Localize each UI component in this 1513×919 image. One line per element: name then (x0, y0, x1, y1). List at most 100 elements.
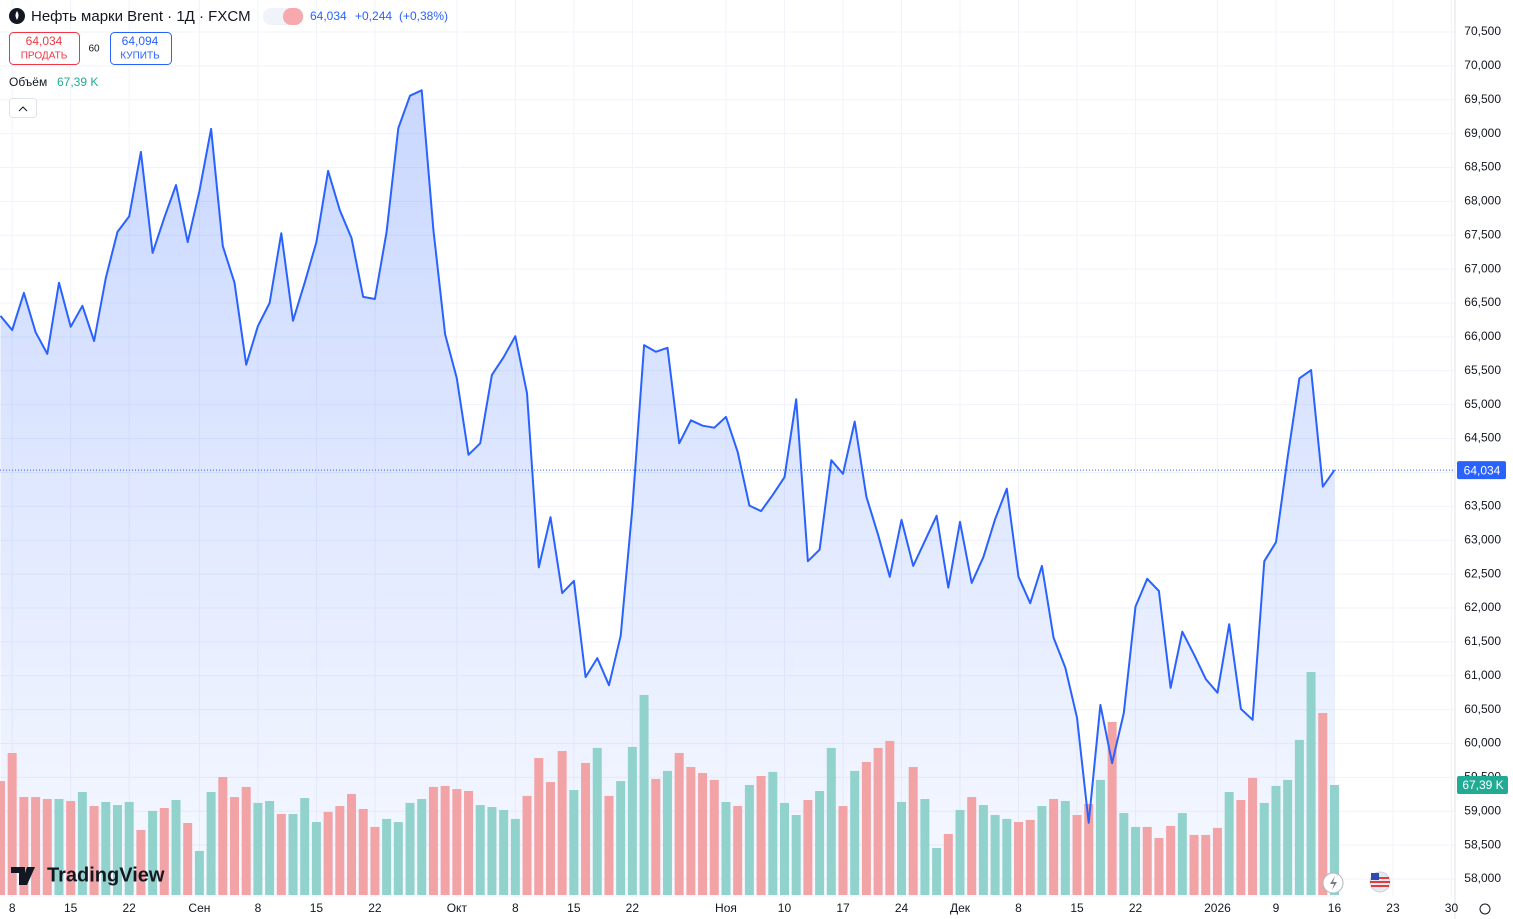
volume-bar (768, 771, 778, 895)
logo-mark (11, 867, 35, 885)
y-tick-label: 60,500 (1464, 702, 1501, 716)
y-tick-label: 62,000 (1464, 600, 1501, 614)
volume-bar (66, 800, 76, 895)
volume-bar (452, 789, 462, 895)
volume-bar (241, 786, 251, 895)
volume-bar (370, 826, 380, 895)
sell-button[interactable] (9, 32, 80, 65)
x-tick-label: 15 (310, 901, 324, 915)
volume-bar (1189, 834, 1199, 895)
volume-bar (1084, 803, 1094, 895)
volume-bar (1060, 800, 1070, 895)
volume-bar (791, 815, 801, 895)
x-tick-label: 10 (778, 901, 792, 915)
volume-label: Объём (9, 75, 47, 89)
header-change: +0,244 (355, 9, 392, 23)
volume-bar (1248, 777, 1258, 895)
volume-bar (581, 762, 591, 895)
settings-icon[interactable] (1479, 903, 1491, 915)
volume-bar (417, 799, 427, 895)
drop-icon (15, 11, 19, 20)
volume-bar (464, 791, 474, 895)
volume-bar (1049, 799, 1059, 895)
volume-bar (1002, 818, 1012, 895)
volume-bar (779, 802, 789, 895)
y-tick-label: 59,000 (1464, 803, 1501, 817)
price-line (0, 89, 1336, 824)
flag-canton (1371, 873, 1379, 880)
collapse-button[interactable] (9, 98, 37, 118)
volume-bar (311, 822, 321, 895)
volume-bar (569, 790, 579, 895)
volume-bar (288, 814, 298, 895)
buy-button[interactable] (110, 32, 172, 65)
volume-bar (148, 810, 158, 895)
volume-bar (1025, 819, 1035, 895)
volume-bar (42, 799, 52, 895)
volume-bar (744, 784, 754, 895)
last-volume-box (1457, 775, 1508, 794)
y-tick-label: 69,500 (1464, 92, 1501, 106)
y-tick-label: 63,500 (1464, 498, 1501, 512)
y-tick-label: 68,500 (1464, 160, 1501, 174)
volume-bar (604, 795, 614, 895)
x-tick-label: Сен (188, 901, 210, 915)
y-tick-label: 70,000 (1464, 58, 1501, 72)
volume-bar (908, 767, 918, 895)
x-tick-label: 9 (1273, 901, 1280, 915)
volume-bar (756, 775, 766, 895)
y-tick-label: 67,500 (1464, 227, 1501, 241)
x-tick-label: 15 (1070, 901, 1084, 915)
volume-bar (1177, 813, 1187, 895)
title: Нефть марки Brent · 1Д · FXCM (31, 8, 251, 25)
x-tick-label: 23 (1386, 901, 1400, 915)
volume-bar (159, 807, 169, 895)
sell-price: 64,034 (26, 34, 63, 48)
volume-bar (686, 767, 696, 895)
volume-bar (592, 747, 602, 895)
volume-bar (276, 814, 286, 895)
volume-bar (651, 778, 661, 895)
volume-bar (1201, 834, 1211, 895)
x-tick-label: 16 (1328, 901, 1342, 915)
volume-bar (300, 798, 310, 895)
y-tick-label: 65,000 (1464, 397, 1501, 411)
volume-bar (709, 779, 719, 895)
volume-bar (101, 801, 111, 895)
volume-bar (323, 811, 333, 895)
volume-bar (803, 799, 813, 895)
last-price-box (1457, 461, 1506, 480)
x-tick-label: 17 (836, 901, 850, 915)
volume-bar (850, 770, 860, 895)
buy-label: КУПИТЬ (120, 51, 160, 62)
volume-bar (733, 806, 743, 895)
x-tick-label: 22 (1129, 901, 1143, 915)
volume-bar (1131, 826, 1141, 895)
x-tick-label: 22 (123, 901, 137, 915)
volume-bar (1271, 785, 1281, 895)
volume-bar (1095, 779, 1105, 895)
lightning-icon (1330, 876, 1337, 890)
logo-text: TradingView (47, 864, 165, 886)
volume-bar (428, 786, 438, 895)
volume-bar (1236, 799, 1246, 895)
volume-bar (1107, 721, 1117, 895)
volume-bar (721, 801, 731, 895)
x-tick-label: 8 (512, 901, 519, 915)
volume-bar (698, 773, 708, 895)
volume-bar (545, 782, 555, 895)
y-tick-label: 61,000 (1464, 668, 1501, 682)
x-tick-label: 22 (368, 901, 382, 915)
x-tick-label: 8 (255, 901, 262, 915)
volume-bar (616, 781, 626, 895)
volume-bar (1014, 822, 1024, 895)
y-tick-label: 66,000 (1464, 329, 1501, 343)
volume-bar (978, 805, 988, 895)
volume-bar (265, 800, 275, 895)
volume-bar (1212, 827, 1222, 895)
x-tick-label: 15 (64, 901, 78, 915)
y-tick-label: 64,500 (1464, 431, 1501, 445)
volume-bar (815, 791, 825, 895)
x-tick-label: Дек (950, 901, 971, 915)
